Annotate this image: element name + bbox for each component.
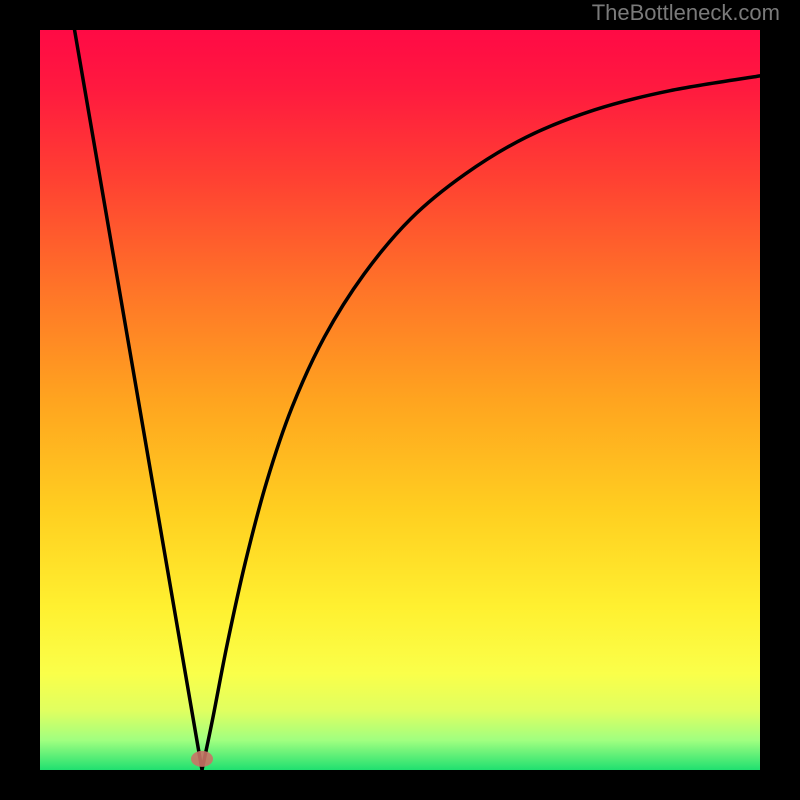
bottleneck-chart — [0, 0, 800, 800]
vertex-marker — [191, 751, 213, 767]
plot-background — [40, 30, 760, 770]
watermark-text: TheBottleneck.com — [592, 0, 780, 26]
chart-container: { "watermark": { "text": "TheBottleneck.… — [0, 0, 800, 800]
